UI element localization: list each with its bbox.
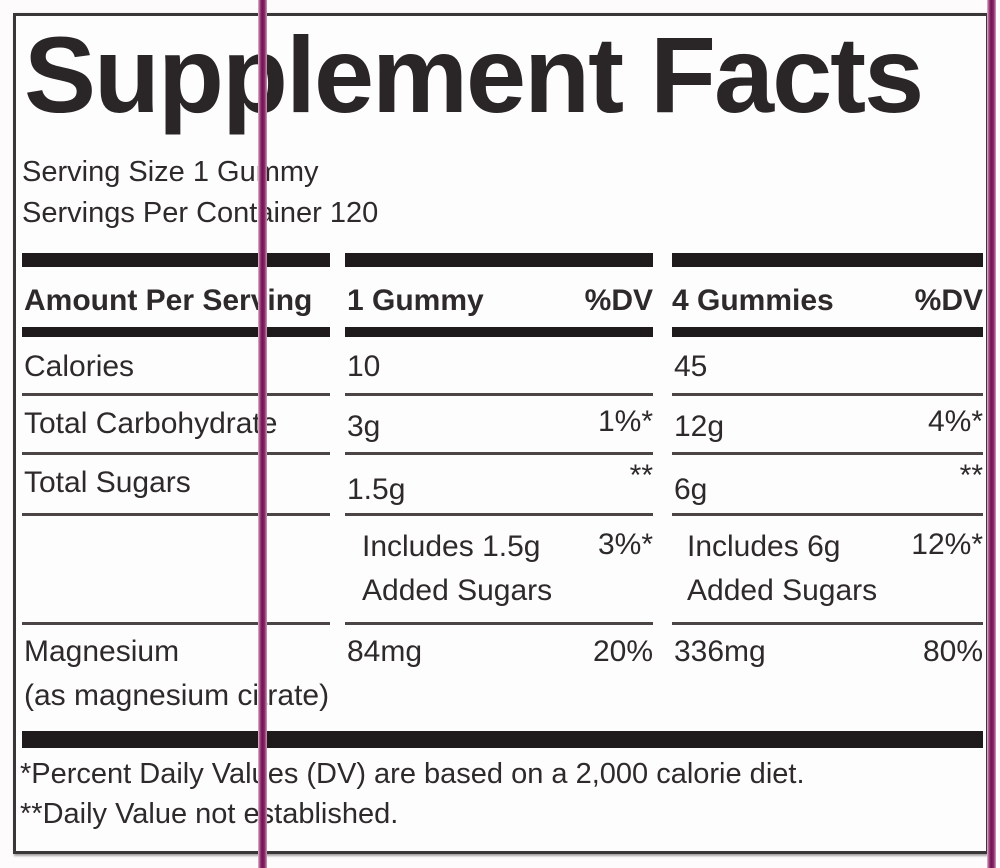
row-rule	[672, 393, 983, 396]
column-header-dv-4: %DV	[914, 284, 983, 317]
carb-dv-1-gummy: 1%*	[597, 405, 653, 438]
column-header-dv-1: %DV	[584, 284, 653, 317]
crop-mark-line-left	[258, 0, 267, 868]
nutrient-name-total-carbohydrate: Total Carbohydrate	[24, 407, 278, 440]
crop-mark-line-right	[987, 0, 996, 868]
sugars-dv-1-gummy: **	[629, 459, 653, 492]
added-sugars-dv-1-gummy: 3%*	[597, 528, 653, 561]
sugars-value-4-gummies: 6g	[674, 473, 708, 506]
calories-value-1-gummy: 10	[347, 350, 381, 383]
sugars-value-1-gummy: 1.5g	[347, 473, 406, 506]
added-sugars-line1-4-gummies: Includes 6g	[687, 530, 841, 563]
row-rule	[345, 622, 653, 625]
supplement-facts-panel	[13, 13, 989, 854]
row-rule	[22, 513, 330, 516]
footnote-dv-not-established: **Daily Value not established.	[20, 798, 399, 830]
row-rule	[672, 622, 983, 625]
added-sugars-dv-4-gummies: 12%*	[911, 528, 983, 561]
column-header-amount-per-serving: Amount Per Serving	[24, 284, 313, 317]
magnesium-value-4-gummies: 336mg	[674, 635, 766, 668]
row-rule	[22, 393, 330, 396]
nutrient-name-magnesium: Magnesium	[24, 635, 180, 668]
magnesium-value-1-gummy: 84mg	[347, 635, 423, 668]
header-top-bar-left	[22, 253, 330, 267]
nutrient-name-total-sugars: Total Sugars	[24, 466, 191, 499]
row-rule	[345, 452, 653, 455]
label-title: Supplement Facts	[24, 14, 924, 135]
magnesium-dv-4-gummies: 80%	[922, 635, 983, 668]
header-top-bar-middle	[345, 253, 653, 267]
footnote-percent-dv: *Percent Daily Values (DV) are based on …	[20, 758, 805, 790]
row-rule	[22, 452, 330, 455]
nutrient-name-calories: Calories	[24, 350, 135, 383]
added-sugars-line2-4-gummies: Added Sugars	[687, 574, 878, 607]
column-header-4-gummies: 4 Gummies	[672, 284, 834, 317]
row-rule	[345, 513, 653, 516]
row-rule	[672, 513, 983, 516]
row-rule	[672, 452, 983, 455]
carb-value-1-gummy: 3g	[347, 410, 381, 443]
header-bottom-bar-right	[672, 327, 983, 337]
calories-value-4-gummies: 45	[674, 350, 708, 383]
column-header-group-1-gummy: 1 Gummy %DV	[347, 284, 653, 318]
carb-value-4-gummies: 12g	[674, 410, 725, 443]
added-sugars-line1-1-gummy: Includes 1.5g	[362, 530, 541, 563]
row-rule	[345, 393, 653, 396]
magnesium-source: (as magnesium citrate)	[24, 679, 330, 712]
header-top-bar-right	[672, 253, 983, 267]
footer-bar	[22, 731, 983, 748]
carb-dv-4-gummies: 4%*	[927, 405, 983, 438]
magnesium-dv-1-gummy: 20%	[592, 635, 653, 668]
sugars-dv-4-gummies: **	[959, 459, 983, 492]
added-sugars-line2-1-gummy: Added Sugars	[362, 574, 553, 607]
header-bottom-bar-left	[22, 327, 330, 337]
column-header-1-gummy: 1 Gummy	[347, 284, 484, 317]
column-header-group-4-gummies: 4 Gummies %DV	[672, 284, 983, 318]
servings-per-container-line: Servings Per Container 120	[22, 197, 379, 229]
row-rule	[22, 622, 330, 625]
serving-size-line: Serving Size 1 Gummy	[22, 156, 319, 188]
header-bottom-bar-middle	[345, 327, 653, 337]
